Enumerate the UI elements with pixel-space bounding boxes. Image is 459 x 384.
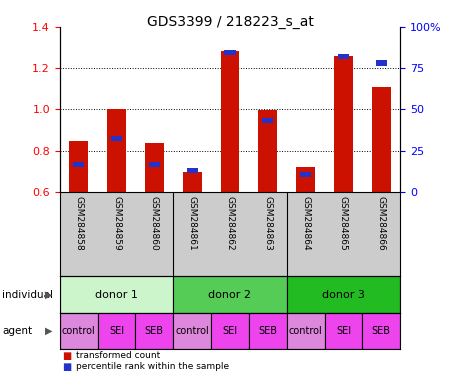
Text: GSM284861: GSM284861 [187,196,196,251]
Bar [182,172,201,192]
Bar [286,313,324,349]
Text: SEB: SEB [145,326,163,336]
Text: SEB: SEB [258,326,277,336]
Bar [333,56,352,192]
Bar [296,167,314,192]
Text: donor 2: donor 2 [208,290,251,300]
Bar [107,109,126,192]
Text: GSM284862: GSM284862 [225,196,234,251]
Bar [145,144,163,192]
Text: ▶: ▶ [45,326,52,336]
Text: SEI: SEI [109,326,124,336]
Text: transformed count: transformed count [76,351,160,361]
Text: SEB: SEB [371,326,390,336]
Bar [220,51,239,192]
Text: ■: ■ [62,362,71,372]
Text: GSM284858: GSM284858 [74,196,83,251]
Bar [258,111,277,192]
Bar [186,168,197,173]
Bar [60,276,173,313]
Bar [286,276,399,313]
Text: GSM284864: GSM284864 [301,196,309,251]
Bar [148,162,160,167]
Text: donor 3: donor 3 [321,290,364,300]
Text: GSM284865: GSM284865 [338,196,347,251]
Text: GSM284866: GSM284866 [376,196,385,251]
Bar [211,313,248,349]
Text: ▶: ▶ [45,290,52,300]
Bar [60,313,97,349]
Bar [324,313,362,349]
Text: GSM284860: GSM284860 [150,196,158,251]
Bar [173,313,211,349]
Bar [224,50,235,55]
Text: control: control [175,326,208,336]
Text: control: control [288,326,322,336]
Bar [337,54,348,60]
Text: GSM284863: GSM284863 [263,196,272,251]
Text: SEI: SEI [335,326,350,336]
Text: agent: agent [2,326,32,336]
Bar [248,313,286,349]
Bar [97,313,135,349]
Text: control: control [62,326,95,336]
Text: GSM284859: GSM284859 [112,196,121,251]
Text: GDS3399 / 218223_s_at: GDS3399 / 218223_s_at [146,15,313,29]
Bar [173,276,286,313]
Bar [111,136,122,141]
Bar [371,87,390,192]
Bar [69,141,88,192]
Text: percentile rank within the sample: percentile rank within the sample [76,362,229,371]
Text: ■: ■ [62,351,71,361]
Text: SEI: SEI [222,326,237,336]
Bar [135,313,173,349]
Bar [73,162,84,167]
Bar [362,313,399,349]
Text: donor 1: donor 1 [95,290,138,300]
Text: individual: individual [2,290,53,300]
Bar [375,60,386,66]
Bar [262,118,273,123]
Bar [299,172,311,177]
